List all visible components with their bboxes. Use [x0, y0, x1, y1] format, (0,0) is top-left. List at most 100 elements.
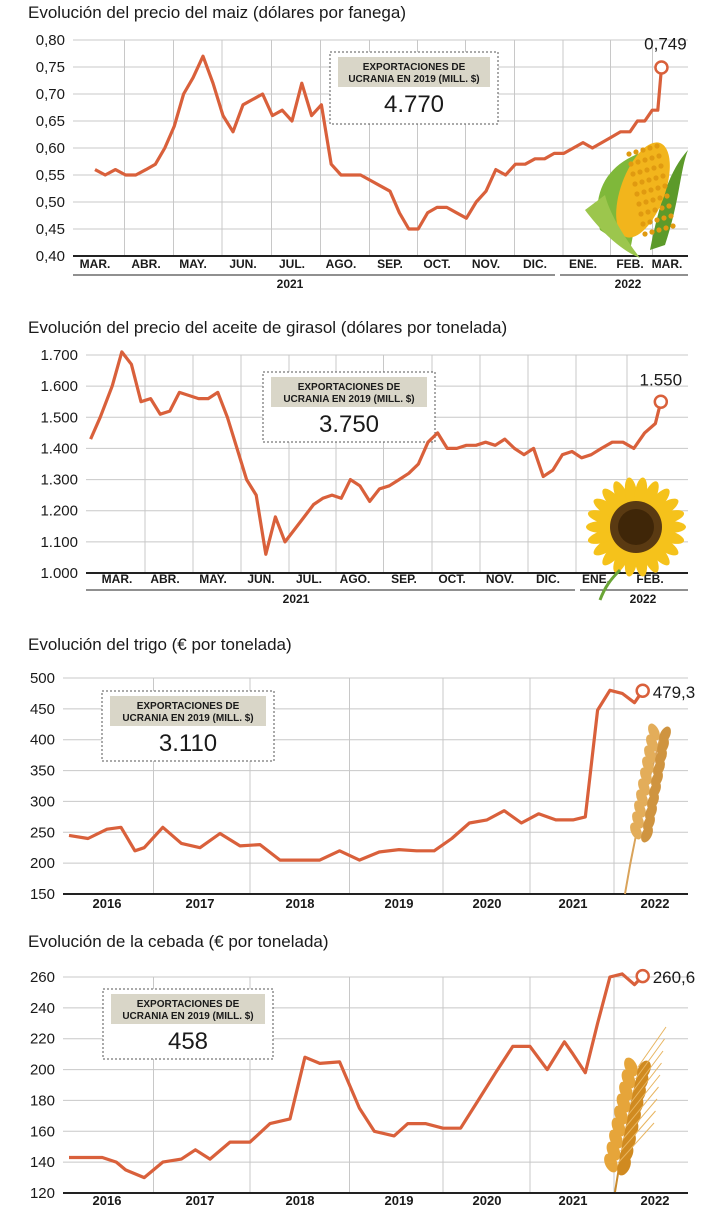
x-tick-label: OCT.	[438, 572, 465, 586]
x-tick-label: 2020	[473, 1193, 502, 1208]
y-tick-label: 350	[30, 763, 55, 780]
y-tick-label: 400	[30, 732, 55, 749]
last-value-label: 260,6	[653, 968, 696, 987]
export-box-header	[111, 994, 265, 1024]
x-tick-label: JUN.	[229, 257, 256, 271]
y-tick-label: 1.300	[40, 472, 78, 489]
barley-icon	[604, 1026, 667, 1193]
chart-title: Evolución del precio del aceite de giras…	[28, 318, 507, 337]
last-point-marker	[653, 394, 669, 409]
x-tick-label: 2016	[93, 1193, 122, 1208]
x-tick-label: SEP.	[391, 572, 417, 586]
x-tick-label: 2019	[385, 1193, 414, 1208]
y-tick-label: 1.000	[40, 565, 78, 582]
x-tick-label: JUL.	[296, 572, 322, 586]
last-point-marker	[635, 968, 650, 984]
y-tick-label: 0,50	[36, 194, 65, 211]
export-box-value: 458	[168, 1028, 208, 1055]
x-tick-label: OCT.	[423, 257, 450, 271]
chart-3: Evolución del trigo (€ por tonelada) 500 4…	[28, 635, 696, 911]
y-tick-label: 300	[30, 793, 55, 810]
x-tick-label: JUN.	[247, 572, 274, 586]
last-point-marker	[635, 683, 650, 699]
y-tick-label: 200	[30, 1062, 55, 1079]
chart-title: Evolución de la cebada (€ por tonelada)	[28, 932, 329, 951]
year-label: 2021	[277, 277, 304, 291]
x-tick-label: NOV.	[472, 257, 500, 271]
export-box-title-line2: UCRANIA EN 2019 (MILL. $)	[283, 394, 414, 405]
y-tick-label: 0,70	[36, 86, 65, 103]
y-tick-label: 450	[30, 701, 55, 718]
y-tick-label: 0,55	[36, 167, 65, 184]
year-label: 2021	[283, 592, 310, 606]
export-box-title-line1: EXPORTACIONES DE	[363, 62, 466, 73]
last-value-label: 0,749	[644, 35, 687, 54]
y-tick-label: 160	[30, 1123, 55, 1140]
last-value-label: 1.550	[640, 371, 683, 390]
chart-title: Evolución del precio del maiz (dólares p…	[28, 3, 406, 22]
y-tick-label: 1.100	[40, 534, 78, 551]
x-tick-label: SEP.	[377, 257, 403, 271]
export-box-header	[110, 696, 266, 726]
x-tick-label: ENE.	[569, 257, 597, 271]
y-tick-label: 0,75	[36, 59, 65, 76]
y-tick-label: 1.200	[40, 503, 78, 520]
export-box-title-line1: EXPORTACIONES DE	[298, 382, 401, 393]
series-line	[69, 972, 644, 1180]
x-tick-label: 2022	[641, 896, 670, 911]
x-tick-label: DIC.	[523, 257, 547, 271]
y-tick-label: 150	[30, 886, 55, 903]
x-tick-label: MAY.	[179, 257, 207, 271]
y-tick-label: 0,45	[36, 221, 65, 238]
export-box-title-line1: EXPORTACIONES DE	[137, 999, 240, 1010]
export-box-title-line2: UCRANIA EN 2019 (MILL. $)	[122, 1011, 253, 1022]
series-line	[94, 54, 664, 231]
y-tick-label: 0,60	[36, 140, 65, 157]
y-tick-label: 240	[30, 1000, 55, 1017]
x-tick-label: 2016	[93, 896, 122, 911]
year-label: 2022	[630, 592, 657, 606]
x-tick-label: MAY.	[199, 572, 227, 586]
y-tick-label: 180	[30, 1092, 55, 1109]
chart-title: Evolución del trigo (€ por tonelada)	[28, 635, 292, 654]
x-tick-label: 2022	[641, 1193, 670, 1208]
export-box-title-line2: UCRANIA EN 2019 (MILL. $)	[122, 713, 253, 724]
export-box-value: 3.110	[159, 730, 217, 757]
last-value-label: 479,3	[653, 683, 696, 702]
x-tick-label: 2021	[559, 896, 588, 911]
x-tick-label: 2017	[186, 896, 215, 911]
y-tick-label: 220	[30, 1031, 55, 1048]
y-tick-label: 1.400	[40, 440, 78, 457]
x-tick-label: NOV.	[486, 572, 514, 586]
x-tick-label: MAR.	[80, 257, 111, 271]
chart-2: Evolución del precio del aceite de giras…	[28, 318, 688, 606]
x-tick-label: JUL.	[279, 257, 305, 271]
x-tick-label: DIC.	[536, 572, 560, 586]
y-tick-label: 1.600	[40, 378, 78, 395]
x-tick-label: MAR.	[652, 257, 683, 271]
export-box-title-line1: EXPORTACIONES DE	[137, 701, 240, 712]
x-tick-label: ABR.	[150, 572, 179, 586]
y-tick-label: 0,65	[36, 113, 65, 130]
x-tick-label: 2017	[186, 1193, 215, 1208]
y-tick-label: 250	[30, 824, 55, 841]
y-tick-label: 140	[30, 1154, 55, 1171]
year-label: 2022	[615, 277, 642, 291]
y-tick-label: 1.500	[40, 409, 78, 426]
y-tick-label: 260	[30, 969, 55, 986]
y-tick-label: 0,80	[36, 32, 65, 49]
export-box-header	[271, 377, 427, 407]
y-tick-label: 1.700	[40, 347, 78, 364]
x-tick-label: FEB.	[616, 257, 643, 271]
x-tick-label: MAR.	[102, 572, 133, 586]
x-tick-label: 2019	[385, 896, 414, 911]
series-line	[89, 350, 663, 556]
wheat-icon	[624, 723, 671, 895]
x-tick-label: 2018	[286, 896, 315, 911]
chart-4: Evolución de la cebada (€ por tonelada) 2…	[28, 932, 696, 1208]
export-box-title-line2: UCRANIA EN 2019 (MILL. $)	[348, 74, 479, 85]
x-tick-label: 2021	[559, 1193, 588, 1208]
corn-icon	[585, 142, 688, 258]
sunflower-icon	[586, 477, 686, 601]
